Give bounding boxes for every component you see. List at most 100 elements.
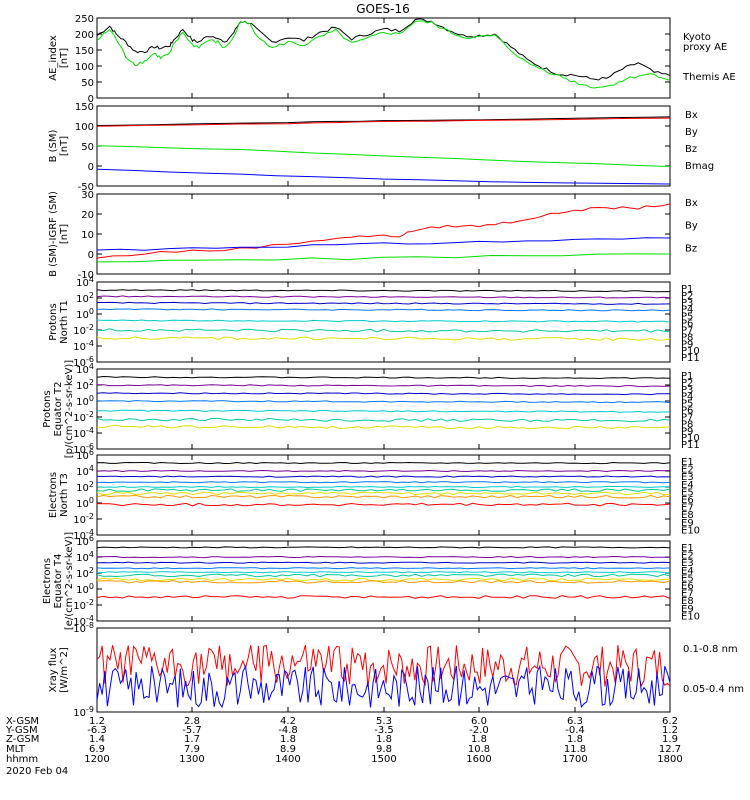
ephemeris-row-label: X-GSM [6,716,39,727]
legend-label: P9 [681,426,693,437]
series-line [97,555,671,559]
y-tick-label: 102 [76,480,94,494]
legend-label: P1 [681,371,693,382]
legend-label: P4 [681,392,693,403]
y-tick-label: 0 [88,250,94,261]
series-line [96,203,671,259]
ephemeris-value: 1.9 [662,734,678,745]
y-tick-label: 200 [75,30,94,41]
legend-label: proxy AE [683,42,727,53]
ephemeris-value: -6.3 [87,725,107,736]
panel-8: 10-8 10-9 Xray flux [W/m^2] 0.1-0.8 nm 0.05-0… [48,621,744,719]
y-tick-label: 104 [76,362,94,376]
y-tick-label: 100 [75,62,94,73]
legend-label: E8 [681,510,694,521]
legend-label: Kyoto [683,32,711,43]
ephemeris-value: 1.7 [184,734,200,745]
y-tick-label: 150 [75,46,94,57]
series-line [97,571,671,574]
y-axis-label: B (SM) [48,129,59,162]
legend-label: E3 [681,558,694,569]
y-tick-label: 10-4 [73,528,94,542]
series-line [96,20,671,89]
legend-label: E4 [681,480,694,491]
panel-5: 104 102 100 10-2 10-4 10-6 Protons Equator T2 [p… [42,360,700,459]
series-line [96,595,671,599]
y-tick-label: -50 [78,182,94,193]
ephemeris-value: 12.7 [659,744,681,755]
legend-label: E7 [681,503,694,514]
ephemeris-value: 1.4 [89,734,105,745]
legend-label: E5 [681,487,694,498]
legend-label: E9 [681,518,694,529]
legend-label: P10 [681,346,700,357]
legend-label: 0.05-0.4 nm [683,684,744,695]
ephemeris-row-label: hhmm [6,754,38,765]
y-tick-label: 100 [76,394,94,408]
legend-label: E2 [681,465,694,476]
ephemeris-row: hhmm 1200 1300 1400 1500 1600 1700 1800 [6,754,683,765]
y-axis-label: Equator T2 [53,382,64,437]
series-line [97,301,671,305]
y-tick-label: 10-6 [73,355,94,369]
legend-label: P10 [681,433,700,444]
y-tick-label: 106 [76,448,94,462]
ephemeris-value: -3.5 [374,725,394,736]
ephemeris-value: 1300 [179,754,204,765]
ephemeris-row-label: Y-GSM [5,725,38,736]
legend-label: E3 [681,472,694,483]
ephemeris-value: 6.9 [89,744,105,755]
y-tick-label: 102 [76,566,94,580]
ephemeris-row-label: Z-GSM [6,734,39,745]
series-line [96,117,671,127]
legend-label: 0.1-0.8 nm [683,644,738,655]
y-axis-label: Protons [42,390,53,427]
y-axis-label: Xray flux [48,648,59,693]
y-tick-label: 100 [76,582,94,596]
chart-title: GOES-16 [356,2,410,16]
y-axis-label: Electrons [42,558,53,604]
ephemeris-row: Z-GSM 1.4 1.7 1.8 1.8 1.8 1.8 1.9 [6,734,678,745]
series-line [96,567,671,570]
ephemeris-row-label: MLT [6,744,26,755]
legend-label: E5 [681,573,694,584]
y-axis-label: Protons [48,303,59,340]
legend-label: E1 [681,457,694,468]
ephemeris-value: 5.3 [376,716,392,727]
y-tick-label: 10-4 [73,339,94,353]
ephemeris-row: Y-GSM -6.3 -5.7 -4.8 -3.5 -2.0 -0.4 1.2 [5,725,678,736]
ephemeris-value: 6.3 [567,716,583,727]
ephemeris-value: -2.0 [469,725,489,736]
series-line [96,18,671,81]
ephemeris-value: 1.2 [89,716,105,727]
series-line [96,168,671,185]
ephemeris-value: 7.9 [184,744,200,755]
legend-label: P6 [681,319,693,330]
legend-label: Bmag [685,161,714,172]
legend-label: P1 [681,284,693,295]
y-tick-label: 10-4 [73,614,94,628]
series-line [96,573,671,578]
legend-label: P11 [681,353,700,364]
y-tick-label: 10-6 [73,442,94,456]
y-tick-label: 100 [76,496,94,510]
y-tick-label: 10 [81,230,94,241]
series-line [96,491,671,496]
date-label: 2020 Feb 04 [6,766,68,777]
series-line [97,384,671,388]
series-line [96,469,671,473]
y-tick-label: 10-9 [73,705,94,719]
ephemeris-value: 6.2 [662,716,678,727]
panel-3: 30 20 10 0 -10 B (SM)-IGRF (SM) [nT] Bx By Bz [48,190,698,281]
panel-7: 106 104 102 100 10-2 10-4 Electrons Equator T4[… [42,532,700,630]
y-tick-label: 10-2 [73,512,94,526]
legend-label: E1 [681,543,694,554]
ephemeris-value: 1.8 [471,734,487,745]
series-line [96,424,671,430]
series-line [96,336,671,341]
legend-label: P9 [681,339,693,350]
series-line [96,644,671,688]
ephemeris-value: 1.8 [280,734,296,745]
